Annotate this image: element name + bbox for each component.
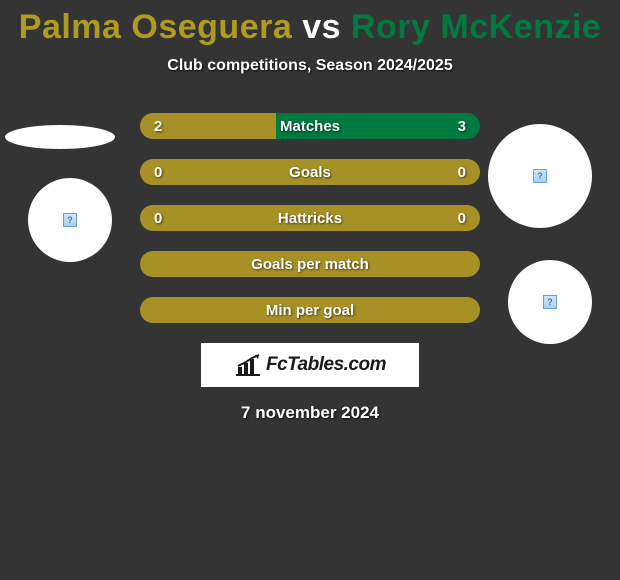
stat-row: 0Hattricks0 xyxy=(140,205,480,231)
stat-label: Goals xyxy=(140,164,480,181)
stat-label: Goals per match xyxy=(140,256,480,273)
stat-overlay: 2Matches3 xyxy=(140,113,480,139)
image-placeholder-icon: ? xyxy=(63,213,77,227)
stat-overlay: 0Hattricks0 xyxy=(140,205,480,231)
player2-avatar: ? xyxy=(488,124,592,228)
vs-text: vs xyxy=(302,8,341,46)
footer-date: 7 november 2024 xyxy=(0,403,620,423)
stat-overlay: Min per goal xyxy=(140,297,480,323)
stat-row: Goals per match xyxy=(140,251,480,277)
player1-name: Palma Oseguera xyxy=(19,8,292,46)
stat-row: 0Goals0 xyxy=(140,159,480,185)
brand-text: FcTables.com xyxy=(266,354,386,376)
player1-ellipse xyxy=(5,125,115,149)
stat-overlay: Goals per match xyxy=(140,251,480,277)
stat-overlay: 0Goals0 xyxy=(140,159,480,185)
bar-chart-icon xyxy=(234,353,262,377)
stat-label: Hattricks xyxy=(140,210,480,227)
team2-avatar: ? xyxy=(508,260,592,344)
stat-label: Matches xyxy=(140,118,480,135)
player1-avatar: ? xyxy=(28,178,112,262)
player2-name: Rory McKenzie xyxy=(351,8,601,46)
subtitle: Club competitions, Season 2024/2025 xyxy=(0,57,620,75)
brand-logo: FcTables.com xyxy=(201,343,419,387)
stat-row: Min per goal xyxy=(140,297,480,323)
stats-container: 2Matches3 0Goals0 0Hattricks0 Goals per mat… xyxy=(140,113,480,323)
comparison-title: Palma Oseguera vs Rory McKenzie xyxy=(0,0,620,47)
image-placeholder-icon: ? xyxy=(533,169,547,183)
image-placeholder-icon: ? xyxy=(543,295,557,309)
stat-row: 2Matches3 xyxy=(140,113,480,139)
stat-label: Min per goal xyxy=(140,302,480,319)
